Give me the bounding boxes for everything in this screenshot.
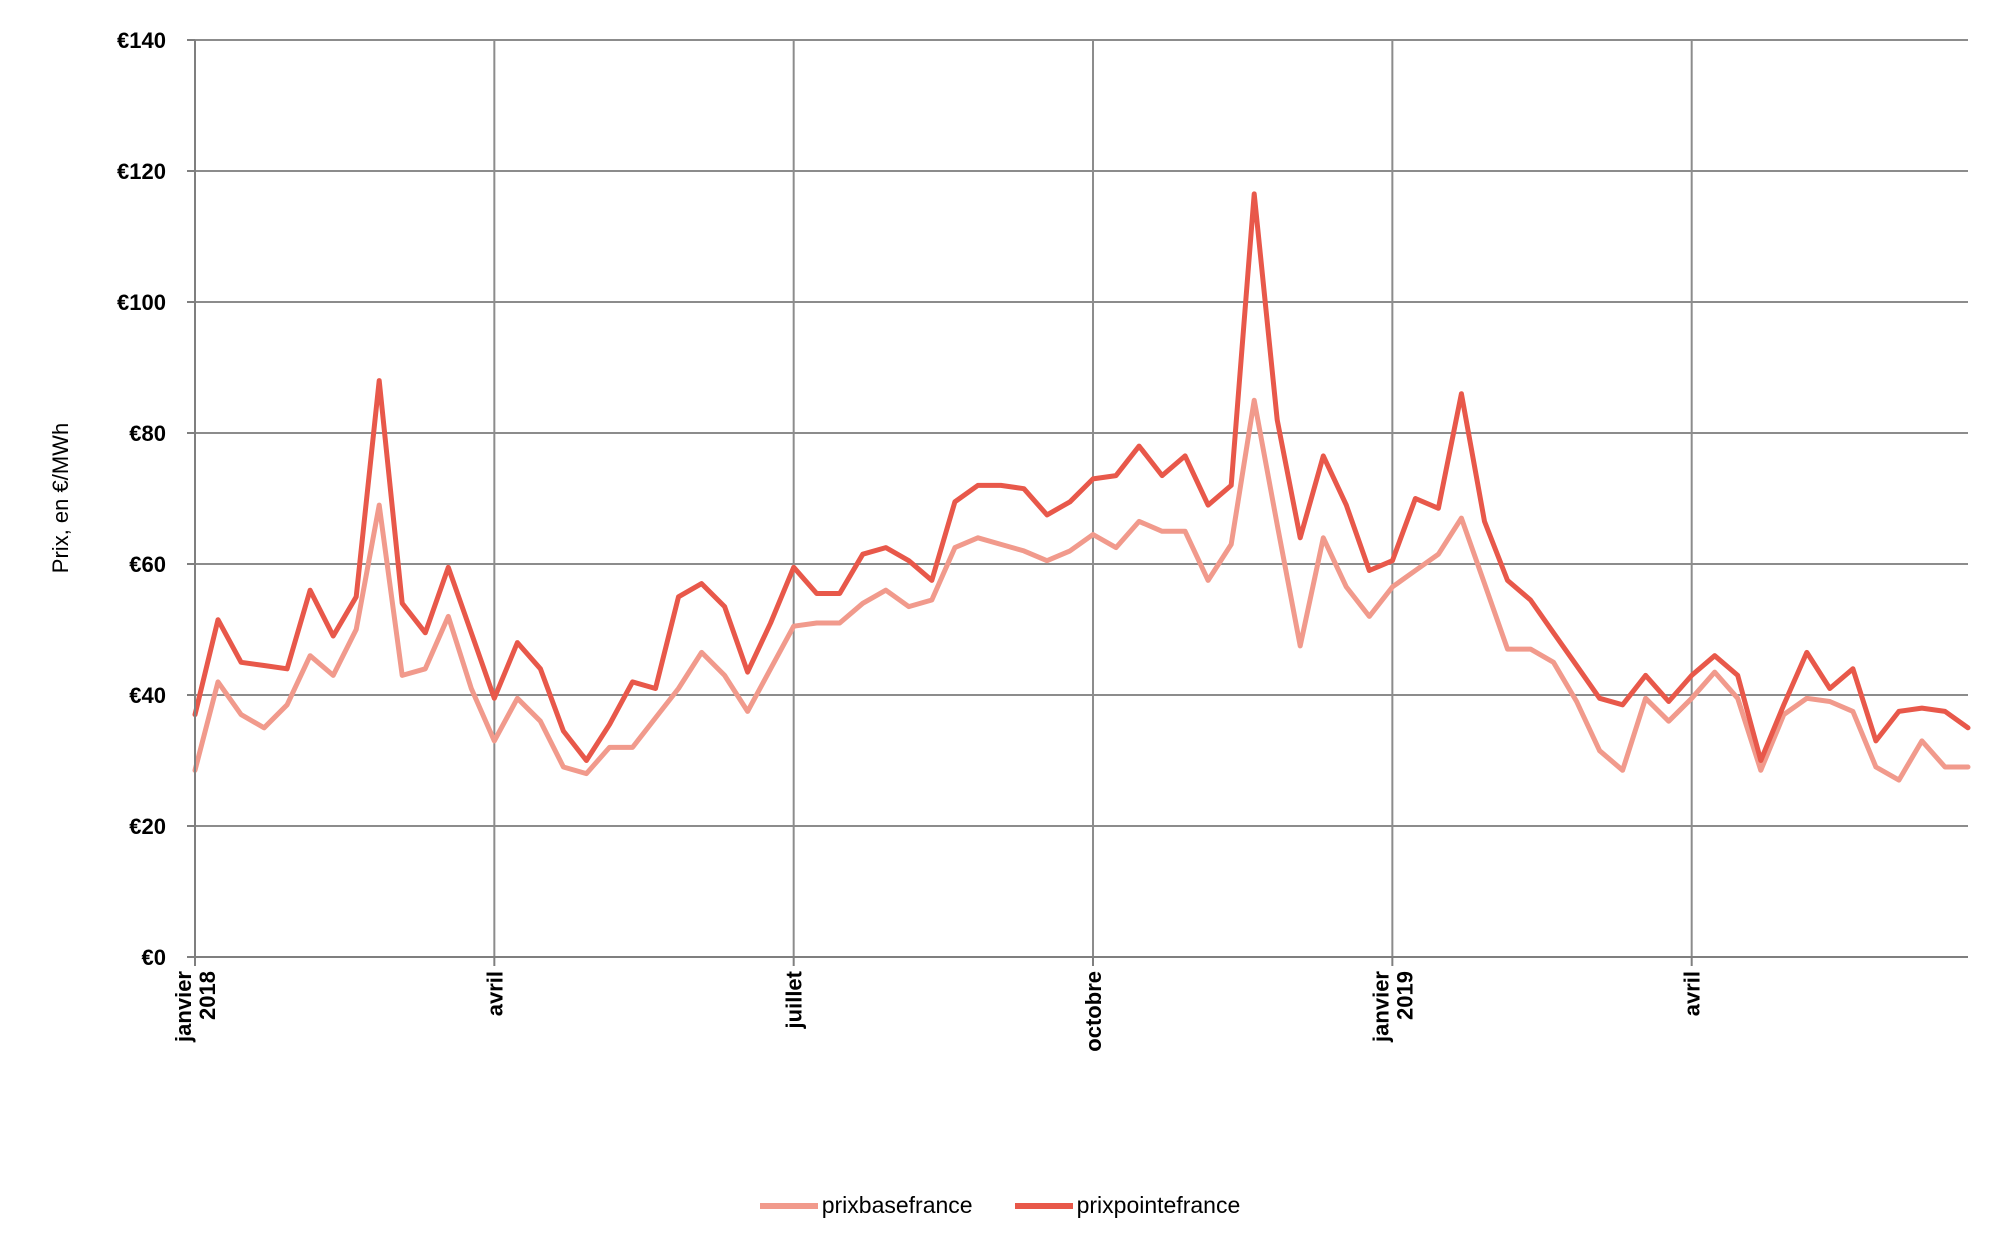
x-axis-ticks: janvier 2018 avril juillet octobre janvier 201… (171, 957, 1705, 1052)
legend-swatch-base (759, 1202, 818, 1209)
x-tick-label: 2019 (1392, 971, 1417, 1020)
x-tick-label-group: octobre (1081, 971, 1106, 1052)
legend: prixbasefrance prixpointefrance (0, 1192, 2000, 1219)
legend-label-pointe: prixpointefrance (1076, 1192, 1241, 1218)
gridlines (195, 39, 1968, 957)
y-tick-label: €0 (142, 945, 166, 970)
series-lines (192, 191, 1971, 783)
series-line-prixbasefrance (192, 397, 1971, 783)
x-tick-label: juillet (782, 970, 807, 1029)
x-tick-label: 2018 (195, 971, 220, 1020)
y-axis-ticks: €0 €20 €40 €60 €80 €100 €120 €140 (117, 28, 195, 970)
legend-label-base: prixbasefrance (821, 1192, 973, 1218)
x-tick-label-group: juillet (782, 970, 807, 1029)
y-tick-label: €20 (129, 814, 166, 839)
x-tick-label-group: avril (1680, 971, 1705, 1016)
x-tick-label-group: janvier 2018 (171, 971, 220, 1043)
legend-swatch-pointe (1014, 1202, 1073, 1209)
x-tick-label: avril (482, 971, 507, 1016)
x-tick-label-group: janvier 2019 (1368, 971, 1417, 1043)
legend-item-pointe: prixpointefrance (1014, 1192, 1241, 1219)
x-tick-label: avril (1680, 971, 1705, 1016)
y-tick-label: €100 (117, 290, 166, 315)
y-tick-label: €60 (129, 552, 166, 577)
series-line-prixpointefrance (192, 191, 1971, 763)
y-tick-label: €140 (117, 28, 166, 53)
x-tick-label: janvier (171, 971, 196, 1043)
legend-item-base: prixbasefrance (759, 1192, 973, 1219)
y-axis-title: Prix, en €/MWh (48, 423, 73, 573)
y-tick-label: €120 (117, 159, 166, 184)
y-tick-label: €40 (129, 683, 166, 708)
x-tick-label-group: avril (482, 971, 507, 1016)
x-tick-label: janvier (1368, 971, 1393, 1043)
x-tick-label: octobre (1081, 971, 1106, 1052)
y-tick-label: €80 (129, 421, 166, 446)
